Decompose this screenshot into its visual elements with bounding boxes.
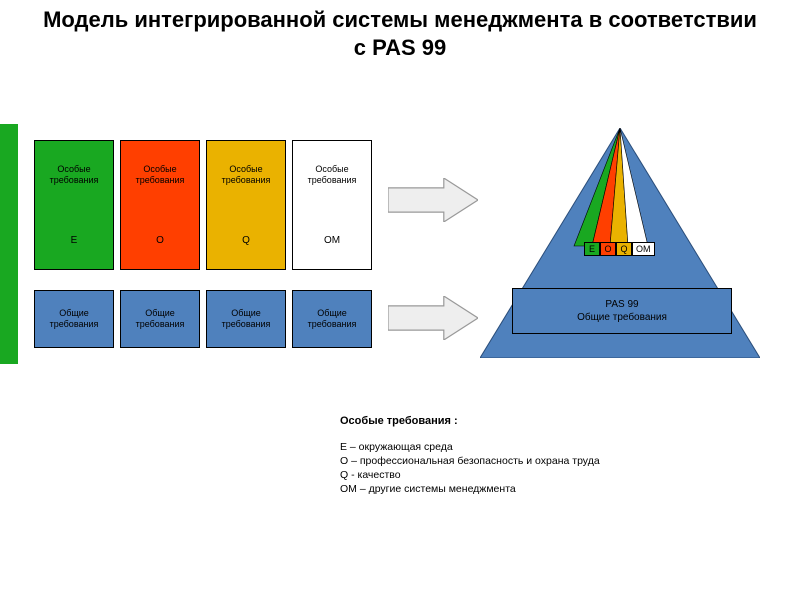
spec-box-code: OM (324, 235, 340, 246)
pyramid-code-om: OM (632, 242, 655, 256)
common-box: Общиетребования (292, 290, 372, 348)
spec-box-code: E (71, 235, 78, 246)
pas99-label-2: Общие требования (577, 311, 667, 324)
pyramid-code-e: E (584, 242, 600, 256)
side-accent-bar (0, 124, 18, 364)
pas99-base-rect: PAS 99 Общие требования (512, 288, 732, 334)
legend-item: OM – другие системы менеджмента (340, 483, 600, 495)
pas99-label-1: PAS 99 (605, 298, 638, 311)
spec-box-code: Q (242, 235, 250, 246)
spec-box-label: Особыетребования (136, 164, 185, 186)
legend-item: Q - качество (340, 469, 600, 481)
spec-box-label: Особыетребования (222, 164, 271, 186)
legend-title: Особые требования : (340, 415, 600, 427)
spec-box-label: Особыетребования (50, 164, 99, 186)
spec-box-e: Особыетребования E (34, 140, 114, 270)
legend-item: E – окружающая среда (340, 441, 600, 453)
spec-box-o: Особыетребования O (120, 140, 200, 270)
spec-box-q: Особыетребования Q (206, 140, 286, 270)
common-box: Общиетребования (120, 290, 200, 348)
spec-box-label: Особыетребования (308, 164, 357, 186)
spec-box-code: O (156, 235, 164, 246)
special-requirements-row: ОсобыетребованияEОсобыетребованияOОсобые… (34, 140, 378, 270)
pyramid-code-o: O (600, 242, 616, 256)
pyramid-code-q: Q (616, 242, 632, 256)
common-requirements-row: ОбщиетребованияОбщиетребованияОбщиетребо… (34, 290, 378, 348)
arrow-to-pyramid-base (388, 296, 478, 340)
page-title: Модель интегрированной системы менеджмен… (0, 0, 800, 71)
common-box: Общиетребования (34, 290, 114, 348)
legend-item: O – профессиональная безопасность и охра… (340, 455, 600, 467)
common-box: Общиетребования (206, 290, 286, 348)
spec-box-om: Особыетребования OM (292, 140, 372, 270)
arrow-to-pyramid-top (388, 178, 478, 222)
legend: Особые требования : E – окружающая среда… (340, 415, 600, 497)
pyramid-code-labels: EOQOM (584, 242, 655, 256)
